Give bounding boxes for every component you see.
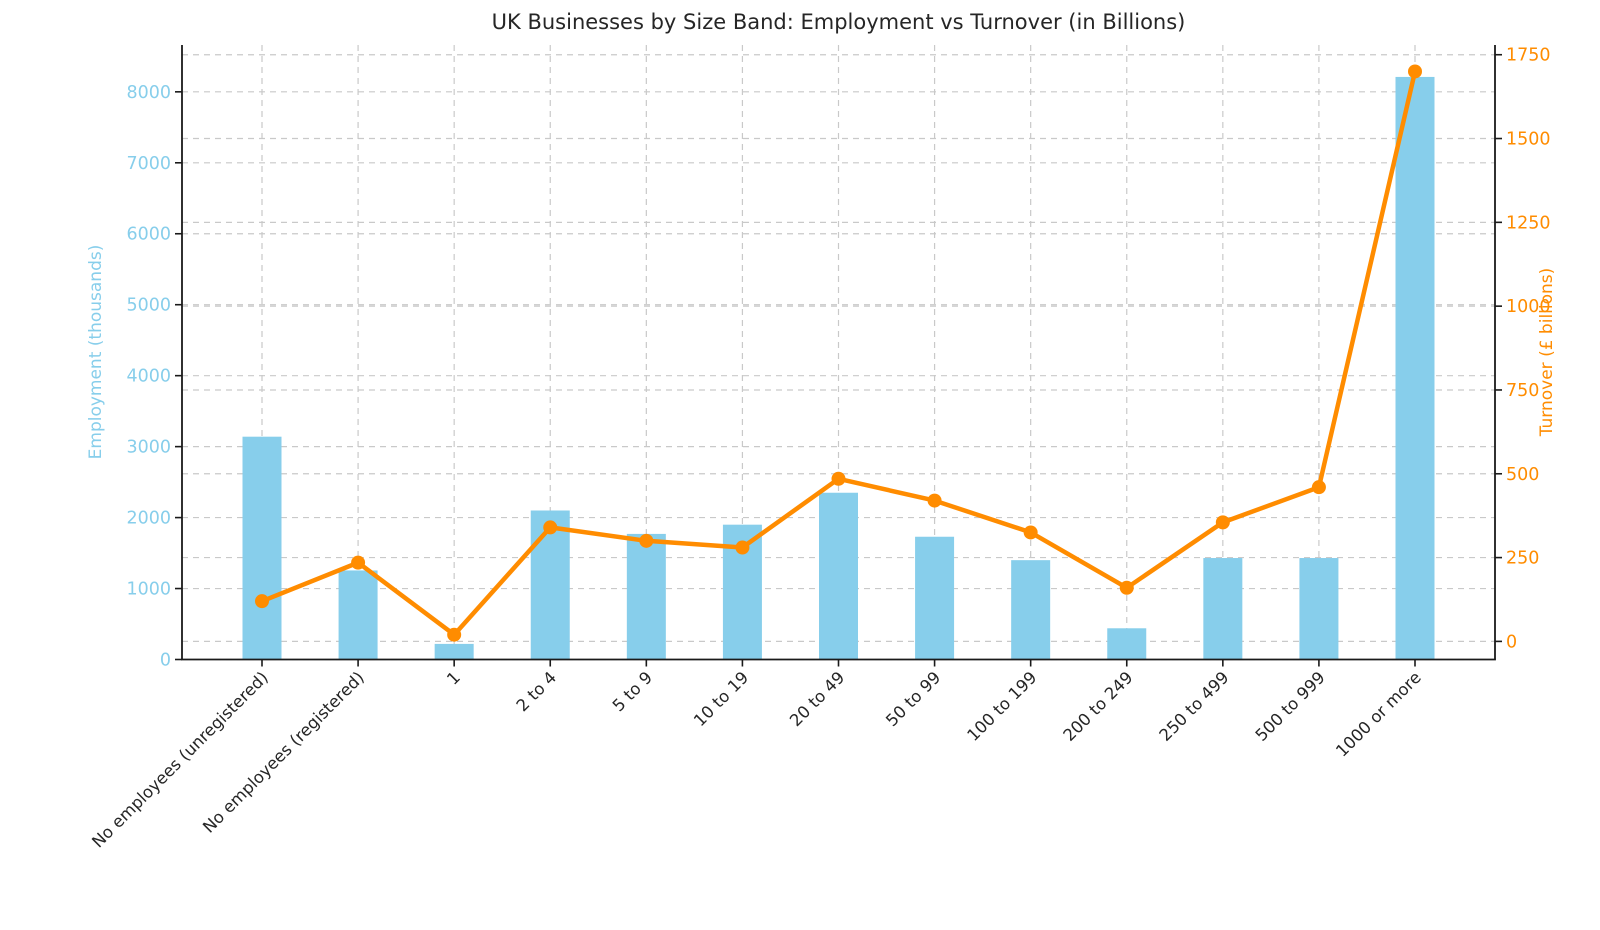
right-tick-label: 0 bbox=[1506, 632, 1517, 652]
right-tick-label: 1250 bbox=[1506, 213, 1551, 233]
bar-1 bbox=[338, 570, 378, 660]
bar-9 bbox=[1107, 628, 1147, 660]
data-point-12 bbox=[1408, 64, 1422, 79]
data-point-2 bbox=[447, 627, 462, 642]
right-tick-label: 750 bbox=[1506, 381, 1539, 401]
data-point-11 bbox=[1311, 480, 1326, 495]
x-tick-label-10: 250 to 499 bbox=[1156, 668, 1233, 745]
data-point-8 bbox=[1023, 525, 1038, 540]
data-point-3 bbox=[543, 520, 558, 535]
left-tick-label: 1000 bbox=[126, 580, 171, 600]
right-axis-label: Turnover (£ billions) bbox=[1537, 267, 1557, 437]
right-tick-label: 1750 bbox=[1506, 46, 1551, 66]
left-tick-label: 3000 bbox=[126, 438, 171, 458]
bar-10 bbox=[1203, 558, 1243, 660]
bar-2 bbox=[434, 643, 474, 660]
x-tick-label-1: No employees (registered) bbox=[199, 668, 368, 837]
right-tick-label: 250 bbox=[1506, 549, 1539, 569]
x-tick-label-11: 500 to 999 bbox=[1252, 668, 1329, 745]
data-point-0 bbox=[255, 594, 269, 609]
x-tick-label-3: 2 to 4 bbox=[513, 668, 560, 715]
left-tick-label: 0 bbox=[160, 651, 171, 671]
left-tick-label: 5000 bbox=[126, 296, 171, 316]
left-tick-label: 2000 bbox=[126, 509, 171, 529]
data-point-7 bbox=[927, 493, 942, 508]
x-tick-label-2: 1 bbox=[443, 668, 464, 689]
x-tick-label-0: No employees (unregistered) bbox=[88, 668, 272, 852]
x-tick-label-9: 200 to 249 bbox=[1059, 668, 1136, 745]
bar-12 bbox=[1395, 76, 1435, 660]
chart-title: UK Businesses by Size Band: Employment v… bbox=[491, 10, 1186, 34]
x-tick-label-8: 100 to 199 bbox=[963, 668, 1040, 745]
data-point-9 bbox=[1119, 580, 1134, 595]
data-point-1 bbox=[351, 555, 366, 570]
bar-8 bbox=[1011, 560, 1051, 660]
x-tick-label-5: 10 to 19 bbox=[690, 668, 752, 730]
data-point-5 bbox=[735, 540, 750, 555]
right-tick-label: 1500 bbox=[1506, 130, 1551, 150]
bar-7 bbox=[915, 536, 955, 660]
right-tick-label: 1000 bbox=[1506, 297, 1551, 317]
bar-0 bbox=[242, 436, 282, 660]
left-tick-label: 4000 bbox=[126, 367, 171, 387]
data-point-4 bbox=[639, 533, 654, 548]
bar-6 bbox=[819, 492, 858, 660]
bar-3 bbox=[530, 510, 570, 660]
x-tick-label-6: 20 to 49 bbox=[786, 668, 848, 730]
data-point-10 bbox=[1215, 515, 1230, 530]
data-point-6 bbox=[831, 471, 846, 486]
x-tick-label-4: 5 to 9 bbox=[609, 668, 656, 715]
left-tick-label: 6000 bbox=[126, 225, 171, 245]
x-tick-label-7: 50 to 99 bbox=[882, 668, 944, 730]
left-tick-label: 8000 bbox=[126, 83, 171, 103]
right-tick-label: 500 bbox=[1506, 465, 1539, 485]
left-tick-label: 7000 bbox=[126, 154, 171, 174]
left-axis-label: Employment (thousands) bbox=[86, 244, 106, 460]
bar-11 bbox=[1299, 558, 1339, 660]
x-tick-label-12: 1000 or more bbox=[1332, 668, 1425, 761]
bar-4 bbox=[626, 533, 666, 660]
